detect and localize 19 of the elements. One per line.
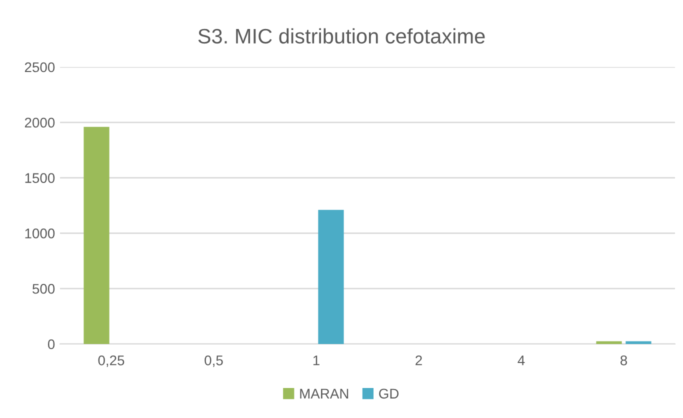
legend-label: MARAN xyxy=(300,388,348,398)
x-tick-label: 0,5 xyxy=(204,355,223,367)
bar xyxy=(596,341,622,344)
x-tick-label: 2 xyxy=(416,355,422,366)
y-tick-label: 2500 xyxy=(24,62,55,72)
y-tick-label: 500 xyxy=(32,284,55,294)
chart-title: S3. MIC distribution cefotaxime xyxy=(198,28,485,44)
legend-label: GD xyxy=(379,388,399,399)
x-tick-label: 8 xyxy=(620,355,628,366)
x-tick-label: 0,25 xyxy=(98,355,124,367)
y-tick-label: 2000 xyxy=(24,118,55,128)
x-tick-label: 4 xyxy=(518,356,525,366)
y-tick-label: 1500 xyxy=(25,173,55,183)
bar xyxy=(626,341,652,344)
y-tick-label: 0 xyxy=(48,339,55,350)
x-tick-label: 1 xyxy=(313,356,320,366)
bar xyxy=(84,126,110,344)
bar xyxy=(318,210,344,344)
y-tick-label: 1000 xyxy=(25,228,55,238)
